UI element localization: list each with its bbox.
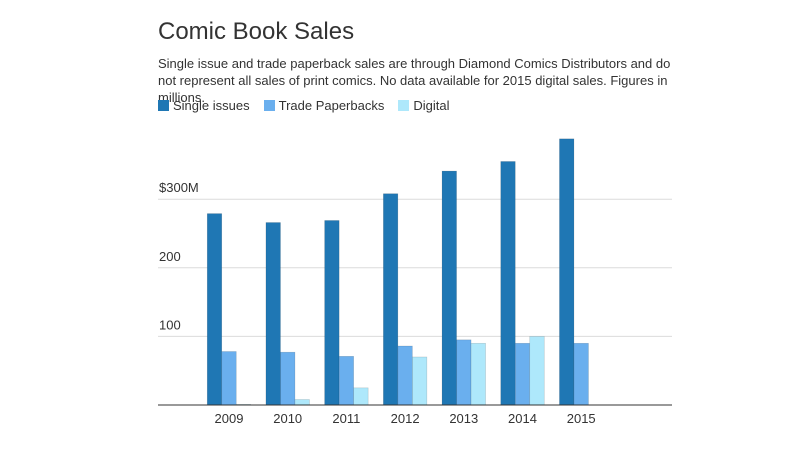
bar-digital-2011 [353, 387, 369, 406]
bar-single-issues-2015 [559, 138, 575, 406]
bar-single-issues-2010 [265, 222, 281, 406]
y-tick-label-200: 200 [159, 249, 181, 264]
bar-trade-paperbacks-2014 [514, 342, 531, 406]
x-tick-label-2014: 2014 [508, 411, 537, 426]
legend-swatch-single-issues [158, 100, 169, 111]
bar-trade-paperbacks-2009 [221, 351, 237, 406]
bar-trade-paperbacks-2012 [397, 345, 413, 406]
x-tick-label-2013: 2013 [449, 411, 478, 426]
x-tick-label-2012: 2012 [391, 411, 420, 426]
y-tick-label-300: $300M [159, 180, 199, 195]
legend-label-digital: Digital [413, 98, 450, 113]
x-tick-label-2011: 2011 [332, 411, 360, 426]
bar-single-issues-2011 [324, 220, 340, 406]
y-tick-label-100: 100 [159, 317, 181, 332]
bar-trade-paperbacks-2013 [456, 339, 472, 406]
legend-item-single-issues: Single issues [158, 98, 250, 113]
bar-single-issues-2012 [383, 193, 399, 406]
legend-label-single-issues: Single issues [173, 98, 250, 113]
bar-trade-paperbacks-2010 [280, 351, 296, 406]
bar-digital-2013 [470, 342, 486, 406]
legend-swatch-digital [398, 100, 410, 111]
legend-item-digital: Digital [398, 98, 449, 113]
x-tick-label-2010: 2010 [273, 411, 302, 426]
bar-digital-2014 [529, 336, 545, 406]
bar-single-issues-2013 [441, 170, 457, 406]
chart-subtitle: Single issue and trade paperback sales a… [158, 56, 671, 105]
chart-title: Comic Book Sales [158, 18, 355, 45]
legend-swatch-trade-paperbacks [263, 100, 275, 111]
bar-trade-paperbacks-2011 [338, 355, 354, 406]
chart-legend: Single issues Trade Paperbacks Digital [158, 98, 449, 113]
bar-trade-paperbacks-2015 [573, 342, 589, 406]
x-tick-label-2015: 2015 [567, 411, 596, 426]
x-tick-label-2009: 2009 [215, 411, 244, 426]
legend-label-trade-paperbacks: Trade Paperbacks [278, 98, 385, 113]
bar-digital-2012 [412, 356, 428, 406]
bar-single-issues-2014 [500, 161, 516, 406]
legend-item-trade-paperbacks: Trade Paperbacks [263, 98, 385, 113]
bar-single-issues-2009 [206, 213, 223, 406]
bar-digital-2010 [294, 399, 310, 406]
